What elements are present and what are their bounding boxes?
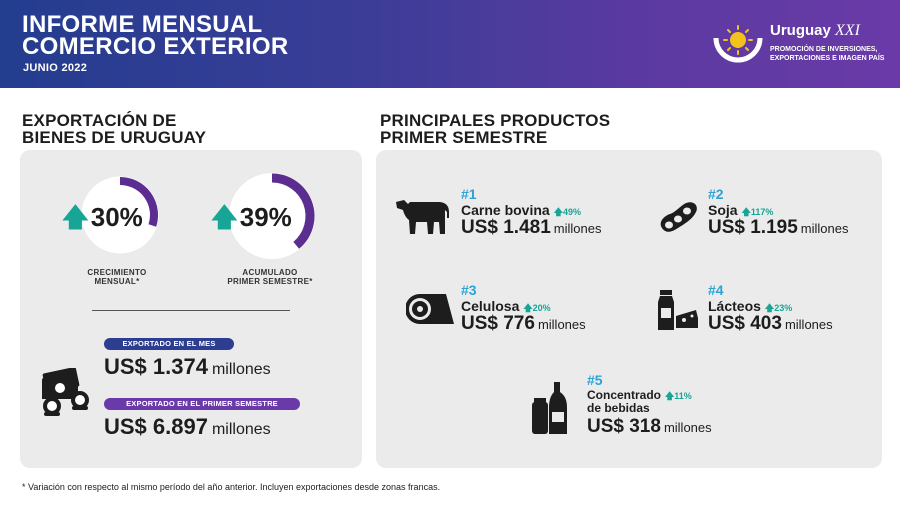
semester-export-value: US$ 6.897 (104, 414, 208, 439)
product-3-amount: US$ 776 millones (461, 313, 586, 335)
product-5-rank: #5 (587, 372, 603, 388)
product-1-amount: US$ 1.481 millones (461, 217, 601, 239)
product-1-rank: #1 (461, 186, 477, 202)
kpi-divider (92, 310, 290, 311)
products-title-line1: PRINCIPALES PRODUCTOS (380, 111, 611, 130)
report-title-line1: INFORME MENSUAL (22, 11, 263, 38)
monthly-growth-label-line1: CRECIMIENTO (87, 268, 147, 277)
product-3-label: Celulosa (461, 298, 520, 314)
product-1-change: 49% (562, 207, 581, 217)
report-title-line2: COMERCIO EXTERIOR (22, 33, 289, 60)
product-4-name: Lácteos 🡅23% (708, 298, 792, 317)
monthly-growth-value: 🡅30% (62, 199, 143, 243)
product-3-change: 20% (532, 303, 551, 313)
product-3-value: US$ 776 (461, 313, 535, 334)
up-arrow-icon: 🡅 (741, 207, 751, 217)
product-2-unit: millones (800, 221, 849, 236)
product-4-change: 23% (774, 303, 793, 313)
header-banner: INFORME MENSUAL COMERCIO EXTERIOR JUNIO … (0, 0, 900, 88)
money-stack-icon (42, 368, 89, 416)
product-1-value: US$ 1.481 (461, 217, 551, 238)
report-title: INFORME MENSUAL COMERCIO EXTERIOR (22, 11, 289, 60)
product-2-amount: US$ 1.195 millones (708, 217, 848, 239)
up-arrow-icon: 🡅 (764, 303, 775, 313)
monthly-export-badge: EXPORTADO EN EL MES (104, 338, 234, 350)
monthly-export-value: US$ 1.374 (104, 354, 208, 379)
logo-name: Uruguay (770, 22, 831, 39)
semester-growth-ring (229, 173, 315, 259)
semester-export-badge: EXPORTADO EN EL PRIMER SEMESTRE (104, 398, 300, 410)
logo-tagline-line2: EXPORTACIONES E IMAGEN PAÍS (770, 55, 885, 62)
product-1-unit: millones (553, 221, 602, 236)
semester-growth-value: 🡅39% (211, 199, 292, 243)
logo-name-suffix: XXI (835, 22, 860, 39)
report-date: JUNIO 2022 (23, 62, 88, 74)
monthly-growth-ring (81, 176, 159, 254)
product-3-rank: #3 (461, 282, 477, 298)
product-5-change: 11% (674, 391, 692, 401)
monthly-growth-percent: 30% (90, 202, 143, 232)
monthly-growth-label: CRECIMIENTO MENSUAL* (62, 268, 172, 286)
product-5-unit: millones (663, 420, 712, 435)
logo-tagline: PROMOCIÓN DE INVERSIONES, EXPORTACIONES … (770, 45, 884, 63)
semester-export-unit: millones (211, 421, 271, 438)
product-2-value: US$ 1.195 (708, 217, 798, 238)
product-1-label: Carne bovina (461, 202, 550, 218)
product-4-rank: #4 (708, 282, 724, 298)
product-2-name: Soja 🡅117% (708, 202, 773, 221)
products-panel (376, 150, 882, 468)
up-arrow-icon: 🡅 (211, 202, 238, 232)
product-4-amount: US$ 403 millones (708, 313, 833, 335)
product-5-label-line2: de bebidas (587, 401, 650, 415)
semester-export-amount: US$ 6.897 millones (104, 414, 271, 440)
product-2-change: 117% (750, 207, 774, 217)
soybean-icon (660, 202, 697, 232)
uruguay-xxi-logo: Uruguay XXI PROMOCIÓN DE INVERSIONES, EX… (708, 18, 888, 78)
monthly-export-unit: millones (211, 361, 271, 378)
footnote: * Variación con respecto al mismo períod… (22, 482, 441, 492)
sun-logo-icon (713, 25, 763, 63)
paper-roll-icon (406, 294, 454, 324)
products-section-title: PRINCIPALES PRODUCTOS PRIMER SEMESTRE (380, 112, 780, 146)
beverage-icon (532, 382, 567, 434)
product-4-label: Lácteos (708, 298, 761, 314)
product-3-name: Celulosa 🡅20% (461, 298, 551, 317)
exports-title-line1: EXPORTACIÓN DE (22, 111, 177, 130)
monthly-export-amount: US$ 1.374 millones (104, 354, 271, 380)
exports-title-line2: BIENES DE URUGUAY (22, 128, 207, 147)
up-arrow-icon: 🡅 (523, 303, 533, 313)
product-2-rank: #2 (708, 186, 724, 202)
dairy-icon (658, 290, 698, 330)
cow-icon (396, 200, 449, 234)
exports-section-title: EXPORTACIÓN DE BIENES DE URUGUAY (22, 112, 342, 146)
product-4-value: US$ 403 (708, 313, 782, 334)
semester-growth-label-line1: ACUMULADO (242, 268, 298, 277)
product-3-unit: millones (537, 317, 586, 332)
semester-growth-ring-fill (271, 173, 315, 249)
semester-growth-label: ACUMULADO PRIMER SEMESTRE* (210, 268, 330, 286)
products-title-line2: PRIMER SEMESTRE (380, 128, 548, 147)
monthly-growth-label-line2: MENSUAL* (94, 277, 140, 286)
logo-tagline-line1: PROMOCIÓN DE INVERSIONES, (770, 46, 878, 53)
semester-growth-percent: 39% (239, 202, 292, 232)
semester-growth-label-line2: PRIMER SEMESTRE* (227, 277, 313, 286)
product-1-name: Carne bovina 🡅49% (461, 202, 581, 221)
up-arrow-icon: 🡅 (665, 391, 675, 401)
up-arrow-icon: 🡅 (62, 202, 89, 232)
up-arrow-icon: 🡅 (553, 207, 563, 217)
product-2-label: Soja (708, 202, 738, 218)
monthly-growth-ring-fill (119, 177, 158, 227)
product-5-amount: US$ 318 millones (587, 416, 712, 438)
product-4-unit: millones (784, 317, 833, 332)
product-5-label-line1: Concentrado (587, 388, 662, 402)
product-5-value: US$ 318 (587, 416, 661, 437)
product-5-name: Concentrado 🡅11% de bebidas (587, 389, 692, 414)
